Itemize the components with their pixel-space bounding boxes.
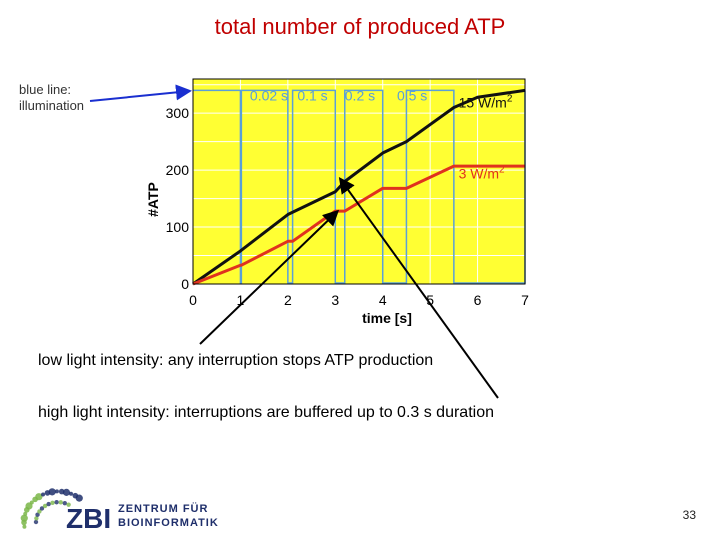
logo-dot bbox=[54, 500, 59, 505]
high-light-arrow bbox=[338, 177, 499, 399]
logo-line1: ZENTRUM FÜR bbox=[118, 502, 208, 515]
interruption-label: 0.02 s bbox=[250, 88, 288, 104]
low-light-arrow bbox=[199, 209, 340, 345]
series-label: 3 W/m2 bbox=[459, 165, 505, 182]
page-number: 33 bbox=[682, 508, 696, 522]
logo-dot bbox=[42, 503, 48, 509]
y-tick-label: 300 bbox=[166, 105, 190, 121]
logo-dot bbox=[20, 514, 28, 522]
note-high-light: high light intensity: interruptions are … bbox=[38, 404, 494, 421]
logo-line2: BIOINFORMATIK bbox=[118, 517, 219, 529]
logo-dot bbox=[29, 500, 34, 505]
x-tick-label: 0 bbox=[189, 292, 197, 308]
plot-frame bbox=[192, 78, 526, 285]
y-tick-label: 200 bbox=[166, 162, 190, 178]
logo-wordmark: ZBI bbox=[66, 503, 111, 534]
logo-dot bbox=[54, 489, 59, 494]
x-tick-label: 5 bbox=[426, 292, 434, 308]
x-tick-label: 4 bbox=[379, 292, 387, 308]
x-tick-label: 7 bbox=[521, 292, 529, 308]
x-tick-label: 1 bbox=[237, 292, 245, 308]
interruption-label: 0.1 s bbox=[297, 88, 327, 104]
logo-dot bbox=[66, 502, 71, 507]
series-label-superscript: 2 bbox=[499, 165, 505, 176]
illumination-arrow bbox=[89, 84, 192, 102]
logo-dot bbox=[33, 519, 39, 525]
illumination-callout-line2: illumination bbox=[19, 98, 85, 113]
series-label-superscript: 2 bbox=[507, 93, 513, 104]
x-tick-label: 6 bbox=[474, 292, 482, 308]
series-label-base: 3 W/m bbox=[459, 166, 499, 182]
logo-dot bbox=[46, 501, 51, 507]
logo-dot bbox=[48, 488, 56, 496]
note-low-light: low light intensity: any interruption st… bbox=[38, 352, 434, 369]
series-line-3w bbox=[192, 164, 525, 286]
interruption-label: 0.2 s bbox=[345, 88, 375, 104]
illumination-callout: blue line: illumination bbox=[19, 82, 84, 114]
logo-dot bbox=[50, 500, 55, 506]
logo-dot bbox=[35, 493, 43, 501]
logo-dot bbox=[62, 500, 67, 506]
slide-title: total number of produced ATP bbox=[214, 14, 506, 39]
y-axis-label: #ATP bbox=[145, 182, 161, 217]
series-line-15w bbox=[192, 88, 526, 286]
interruption-label: 0.5 s bbox=[397, 88, 427, 104]
logo-dot bbox=[37, 509, 42, 514]
logo-dot bbox=[58, 500, 63, 505]
logo-dot bbox=[75, 494, 83, 502]
logo-dot bbox=[23, 511, 28, 516]
x-tick-label: 2 bbox=[284, 292, 292, 308]
logo-dot bbox=[41, 492, 46, 497]
logo-dot bbox=[22, 524, 27, 529]
logo-dot bbox=[39, 506, 45, 511]
logo-dot bbox=[69, 491, 74, 496]
logo-dot bbox=[62, 488, 71, 496]
logo-dot bbox=[35, 512, 40, 517]
illumination-line bbox=[193, 89, 526, 284]
series-label: 15 W/m2 bbox=[459, 93, 513, 110]
x-tick-label: 3 bbox=[331, 292, 339, 308]
y-tick-label: 100 bbox=[166, 219, 190, 235]
illumination-callout-line1: blue line: bbox=[19, 82, 72, 97]
y-tick-label: 0 bbox=[181, 276, 189, 292]
x-axis-label: time [s] bbox=[362, 310, 412, 326]
logo-dot bbox=[34, 516, 39, 521]
series-label-base: 15 W/m bbox=[459, 94, 507, 110]
zbi-logo: ZBI ZENTRUM FÜR BIOINFORMATIK bbox=[20, 488, 219, 534]
